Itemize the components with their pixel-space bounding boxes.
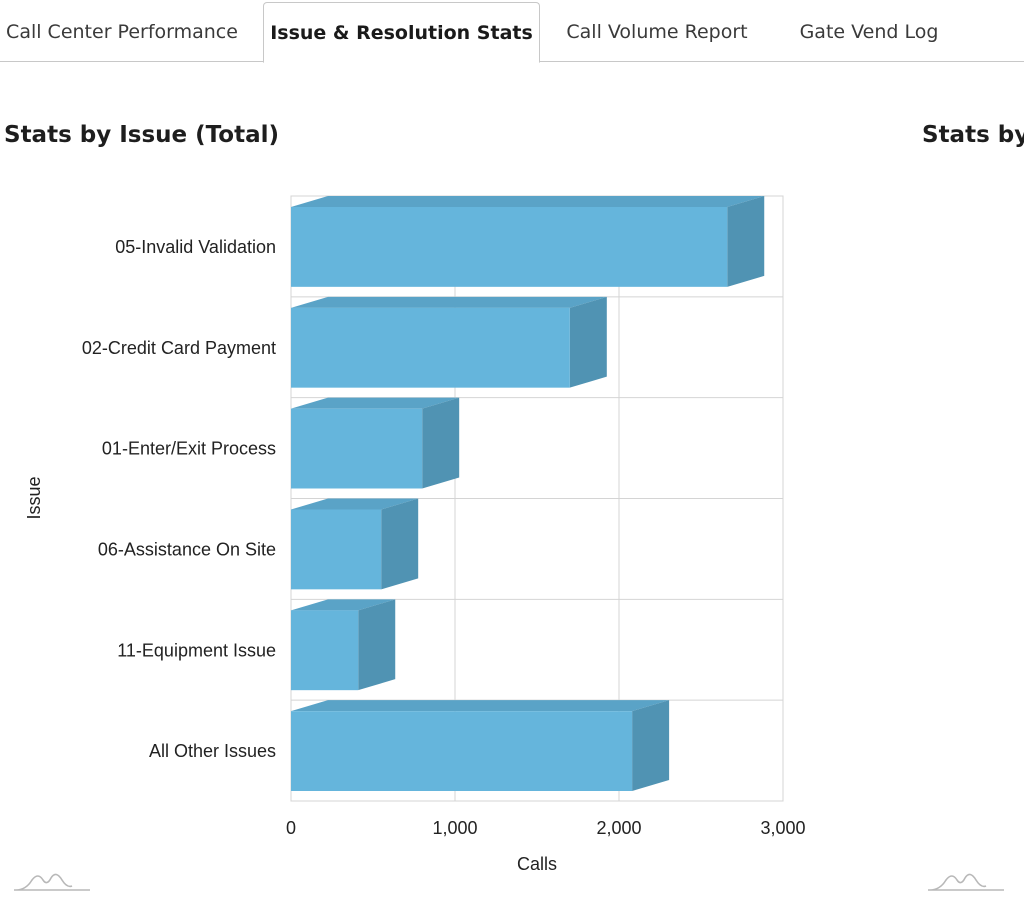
bar-top: [291, 196, 765, 207]
bar-front: [291, 711, 633, 791]
tab-call-center-performance[interactable]: Call Center Performance: [6, 21, 238, 43]
bar: [291, 296, 607, 388]
bar-side: [381, 498, 419, 590]
chart-logo-icon: [14, 873, 90, 891]
tab-issue-resolution-stats[interactable]: Issue & Resolution Stats: [263, 2, 540, 63]
bar-front: [291, 610, 359, 691]
y-tick-label: 01-Enter/Exit Process: [102, 439, 276, 459]
bar-front: [291, 307, 570, 388]
bar: [291, 498, 419, 590]
y-tick-label: 02-Credit Card Payment: [82, 338, 276, 358]
tab-call-volume-report[interactable]: Call Volume Report: [566, 21, 748, 43]
chart-title-right: Stats by I: [922, 122, 1024, 148]
y-tick-label: 06-Assistance On Site: [98, 539, 276, 559]
bar-side: [422, 397, 460, 489]
x-tick-label: 2,000: [596, 818, 641, 838]
y-tick-label: 05-Invalid Validation: [115, 237, 276, 257]
chart-labels: 0 1,000 2,000 3,000 05-Invalid Validation 02-…: [82, 237, 806, 838]
chart-logo-icon-right: [928, 873, 1004, 891]
tab-bar: Call Center Performance Issue & Resoluti…: [0, 0, 1024, 63]
bar-side: [569, 296, 607, 388]
bar-side: [727, 196, 765, 287]
tab-gate-vend-log[interactable]: Gate Vend Log: [799, 21, 939, 43]
bar-top: [291, 700, 670, 712]
bar-front: [291, 408, 423, 489]
bar-top: [291, 498, 419, 510]
bar-front: [291, 509, 382, 590]
x-axis-title: Calls: [517, 854, 557, 874]
chart-title-left: Stats by Issue (Total): [4, 122, 280, 148]
bar: [291, 599, 396, 691]
bar-top: [291, 296, 607, 308]
bar-side: [358, 599, 396, 691]
bar: [291, 700, 670, 791]
bar: [291, 397, 460, 489]
y-tick-label: 11-Equipment Issue: [117, 640, 276, 660]
bar: [291, 196, 765, 287]
bar-front: [291, 207, 728, 287]
x-tick-label: 0: [286, 818, 296, 838]
bar-top: [291, 599, 396, 611]
bar-top: [291, 397, 460, 409]
y-axis-title: Issue: [24, 476, 44, 519]
chart-bars: [291, 196, 765, 791]
y-tick-label: All Other Issues: [149, 741, 276, 761]
bar-side: [632, 700, 670, 791]
x-tick-label: 1,000: [432, 818, 477, 838]
x-tick-label: 3,000: [760, 818, 805, 838]
